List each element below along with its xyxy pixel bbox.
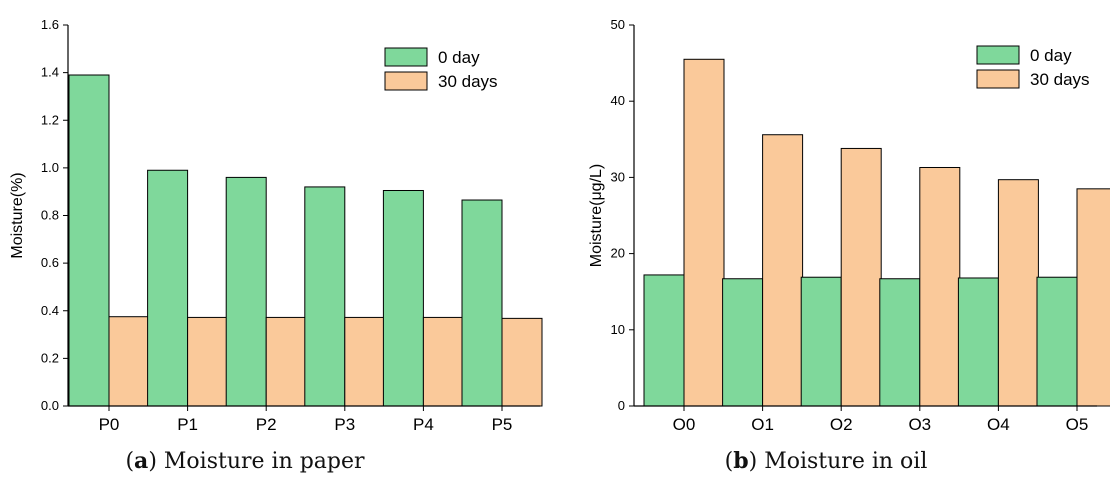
x-tick-label-o0: O0 bbox=[673, 415, 696, 434]
legend-swatch-30-days bbox=[976, 69, 1020, 89]
bar-o5-0-day bbox=[1036, 276, 1078, 407]
x-tick-label-o1: O1 bbox=[751, 415, 774, 434]
caption-a: (a) Moisture in paper bbox=[125, 448, 365, 474]
x-tick-label-p2: P2 bbox=[256, 415, 277, 434]
bar-p1-30-days bbox=[187, 316, 229, 407]
bar-o1-0-day bbox=[722, 278, 764, 407]
bar-p2-0-day bbox=[225, 176, 267, 407]
y-axis-label: Moisture(μg/L) bbox=[588, 164, 605, 267]
legend-swatch-0-day bbox=[384, 47, 428, 67]
legend-label-0-day: 0 day bbox=[1030, 46, 1072, 65]
y-tick-label: 50 bbox=[611, 17, 625, 32]
x-tick-label-o4: O4 bbox=[987, 415, 1010, 434]
bar-o3-30-days bbox=[919, 166, 961, 407]
y-tick-label: 0.4 bbox=[41, 303, 59, 318]
y-tick-label: 0.8 bbox=[41, 208, 59, 223]
bar-o0-0-day bbox=[643, 274, 685, 407]
bar-p3-30-days bbox=[344, 316, 386, 407]
caption-a-letter: a bbox=[134, 448, 149, 474]
bar-p3-0-day bbox=[304, 186, 346, 407]
y-tick-label: 0.6 bbox=[41, 255, 59, 270]
caption-a-text: Moisture in paper bbox=[163, 449, 365, 474]
y-tick-label: 20 bbox=[611, 246, 625, 261]
bar-p5-0-day bbox=[461, 199, 503, 407]
y-tick-label: 30 bbox=[611, 169, 625, 184]
bar-o4-0-day bbox=[957, 277, 999, 407]
caption-b: (b) Moisture in oil bbox=[724, 448, 928, 474]
legend-label-30-days: 30 days bbox=[1030, 70, 1090, 89]
x-tick-label-p0: P0 bbox=[99, 415, 120, 434]
chart-moisture-in-paper: P0 P1 P2 P3 P4 P5 0.0 0.2 0.4 0.6 0.8 1.0 1.2 1.4 1.6 M… bbox=[9, 17, 543, 434]
y-tick-label: 1.4 bbox=[41, 65, 59, 80]
y-tick-label: 40 bbox=[611, 93, 625, 108]
caption-b-letter: b bbox=[733, 448, 749, 474]
y-tick-label: 10 bbox=[611, 322, 625, 337]
bar-o0-30-days bbox=[683, 58, 725, 407]
bar-o2-0-day bbox=[800, 276, 842, 407]
bar-p2-30-days bbox=[265, 316, 307, 407]
legend-label-0-day: 0 day bbox=[438, 48, 480, 67]
y-tick-label: 0.0 bbox=[41, 398, 59, 413]
bar-p5-30-days bbox=[501, 317, 543, 407]
x-tick-label-p3: P3 bbox=[334, 415, 355, 434]
x-tick-label-o5: O5 bbox=[1066, 415, 1089, 434]
bar-p0-0-day bbox=[68, 74, 110, 407]
y-tick-label: 1.2 bbox=[41, 112, 59, 127]
x-tick-label-p4: P4 bbox=[413, 415, 434, 434]
bar-o3-0-day bbox=[879, 278, 921, 407]
y-tick-label: 0.2 bbox=[41, 350, 59, 365]
caption-b-text: Moisture in oil bbox=[764, 449, 928, 474]
bar-o4-30-days bbox=[997, 179, 1039, 407]
y-tick-label: 1.0 bbox=[41, 160, 59, 175]
x-tick-label-p1: P1 bbox=[177, 415, 198, 434]
bar-p4-0-day bbox=[382, 189, 424, 407]
y-axis-label: Moisture(%) bbox=[9, 172, 26, 258]
legend-swatch-30-days bbox=[384, 71, 428, 91]
bar-o2-30-days bbox=[840, 147, 882, 407]
legend-swatch-0-day bbox=[976, 45, 1020, 65]
bar-o1-30-days bbox=[762, 134, 804, 407]
bar-o5-30-days bbox=[1076, 188, 1110, 407]
x-tick-label-o2: O2 bbox=[830, 415, 853, 434]
x-tick-label-p5: P5 bbox=[492, 415, 513, 434]
x-tick-label-o3: O3 bbox=[908, 415, 931, 434]
bar-p0-30-days bbox=[108, 316, 150, 407]
bar-p1-0-day bbox=[147, 169, 189, 407]
legend-label-30-days: 30 days bbox=[438, 72, 498, 91]
y-tick-label: 0 bbox=[618, 398, 625, 413]
y-tick-label: 1.6 bbox=[41, 17, 59, 32]
chart-moisture-in-oil: O0 O1 O2 O3 O4 O5 0 10 20 30 40 50 Moisture(μg/L) 0 d… bbox=[588, 17, 1110, 434]
bar-p4-30-days bbox=[422, 316, 464, 407]
